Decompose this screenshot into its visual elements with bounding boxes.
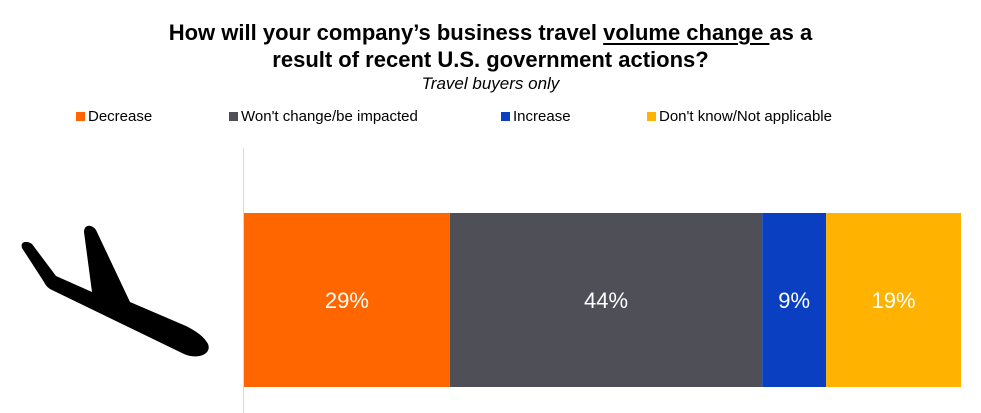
chart-axis-line: [243, 148, 244, 413]
airplane-landing-icon: [21, 225, 209, 357]
legend-swatch-decrease: [76, 111, 85, 121]
legend-item-wont-change: Won't change/be impacted: [229, 107, 418, 125]
bar-segment-increase: [762, 213, 827, 387]
legend-item-increase: Increase: [501, 107, 571, 125]
bar-segment-won-t-change-be-impacted: [449, 213, 763, 387]
legend-swatch-dont-know: [647, 111, 656, 121]
data-label-decrease: 29%: [325, 288, 369, 313]
bar-segment-decrease: [244, 213, 450, 387]
chart-title-line2: result of recent U.S. government actions…: [272, 47, 709, 72]
data-label-won-t-change-be-impacted: 44%: [584, 288, 628, 313]
chart-title: How will your company’s business travel …: [0, 19, 981, 73]
chart-title-line1: How will your company’s business travel …: [0, 19, 981, 46]
legend-swatch-increase: [501, 111, 510, 121]
legend-swatch-wont-change: [229, 111, 238, 121]
legend-item-decrease: Decrease: [76, 107, 152, 125]
legend-label-increase: Increase: [513, 107, 571, 125]
chart-subtitle: Travel buyers only: [421, 74, 560, 93]
chart-title-part2: as a: [769, 20, 813, 45]
legend-label-dont-know: Don't know/Not applicable: [659, 107, 832, 125]
legend-item-dont-know: Don't know/Not applicable: [647, 107, 832, 125]
bar-segment-don-t-know-not-applicable: [826, 213, 961, 387]
legend-label-wont-change: Won't change/be impacted: [241, 107, 418, 125]
chart-title-part1: How will your company’s business travel: [168, 20, 604, 45]
legend-label-decrease: Decrease: [88, 107, 153, 125]
data-label-don-t-know-not-applicable: 19%: [872, 288, 916, 313]
data-label-increase: 9%: [778, 288, 810, 313]
chart-title-underlined: volume change: [603, 20, 770, 45]
